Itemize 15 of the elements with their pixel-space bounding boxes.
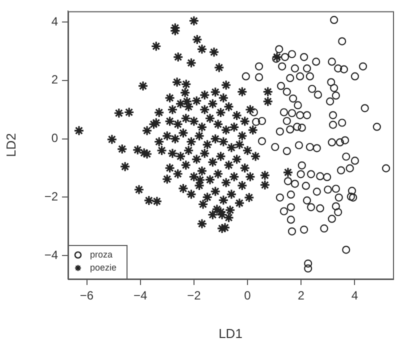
y-tick-label: −2 bbox=[44, 190, 58, 204]
y-tick-label: 0 bbox=[51, 131, 58, 146]
x-tick-label: −2 bbox=[187, 288, 202, 303]
legend-label: proza bbox=[90, 249, 113, 260]
x-tick-label: −4 bbox=[134, 288, 148, 303]
x-tick-label: 0 bbox=[244, 288, 252, 303]
y-tick-label: 2 bbox=[51, 72, 58, 87]
legend-label: poezie bbox=[90, 262, 117, 272]
x-tick-label: −6 bbox=[80, 288, 94, 303]
y-tick-label: 4 bbox=[51, 14, 58, 28]
x-axis-title: LD1 bbox=[218, 326, 242, 341]
x-tick-label: 2 bbox=[298, 288, 305, 303]
y-axis-title: LD2 bbox=[3, 133, 18, 158]
x-tick-label: 4 bbox=[351, 288, 358, 303]
y-tick-label: −4 bbox=[44, 248, 58, 262]
